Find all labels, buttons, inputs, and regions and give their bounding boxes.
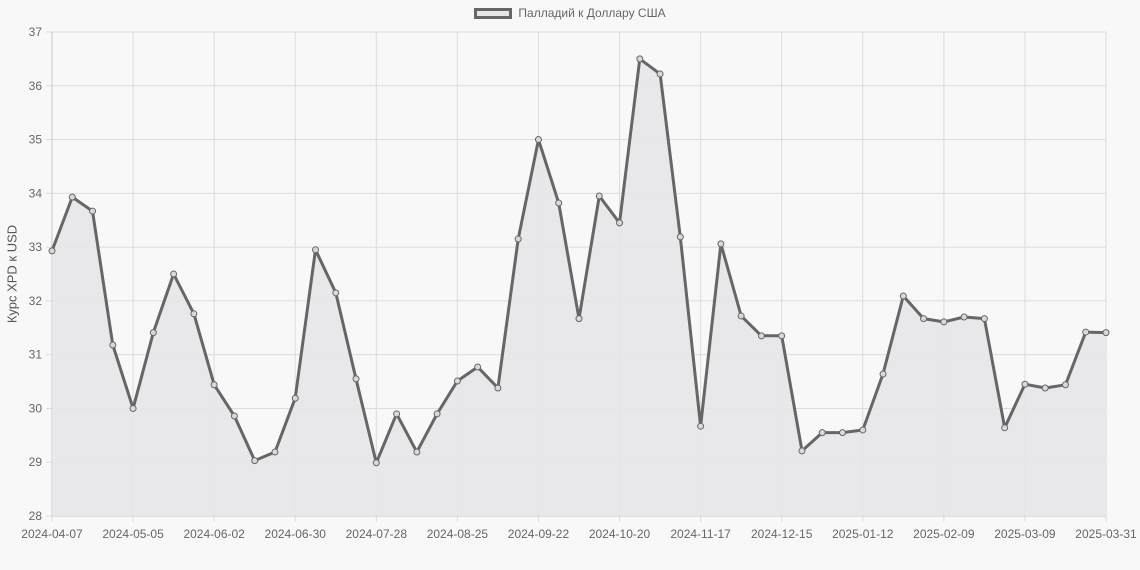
data-point [1061,381,1069,389]
x-tick-label: 2024-08-25 [427,527,489,541]
data-point [68,193,76,201]
data-point [352,375,360,383]
data-point [210,381,218,389]
data-point [149,329,157,337]
data-point [129,404,137,412]
data-point [920,315,928,323]
data-point [798,447,806,455]
x-tick-label: 2024-12-15 [751,527,813,541]
y-tick-label: 35 [29,133,43,147]
data-point [656,70,664,78]
data-point [494,384,502,392]
area-fill [52,58,1106,517]
x-tick-label: 2025-02-09 [913,527,975,541]
data-point [190,310,198,318]
x-tick-label: 2024-04-07 [21,527,83,541]
x-tick-label: 2024-05-05 [102,527,164,541]
x-tick-label: 2025-01-12 [832,527,894,541]
data-point [1001,424,1009,432]
data-point [980,315,988,323]
data-point [393,410,401,418]
data-point [291,394,299,402]
y-tick-label: 29 [29,455,43,469]
data-point [737,312,745,320]
data-point [757,332,765,340]
data-point [534,136,542,144]
x-tick-label: 2025-03-31 [1075,527,1137,541]
data-point [332,289,340,297]
data-point [818,429,826,437]
data-point [48,247,56,255]
data-point [879,370,887,378]
data-point [89,207,97,215]
legend-label: Палладий к Доллару США [518,6,666,20]
data-point [1021,380,1029,388]
data-point [251,457,259,465]
data-point [595,192,603,200]
data-point [940,318,948,326]
data-point [697,422,705,430]
data-point [960,313,968,321]
data-point [575,315,583,323]
y-tick-label: 32 [29,294,43,308]
x-tick-label: 2024-10-20 [589,527,651,541]
data-point [271,448,279,456]
chart-legend[interactable]: Палладий к Доллару США [0,6,1140,20]
y-tick-label: 36 [29,79,43,93]
x-tick-label: 2024-07-28 [346,527,408,541]
data-point [778,332,786,340]
data-point [717,240,725,248]
x-tick-label: 2024-09-22 [508,527,570,541]
x-tick-label: 2025-03-09 [994,527,1056,541]
x-tick-label: 2024-06-02 [183,527,245,541]
data-point [312,246,319,254]
data-point [453,377,461,385]
x-tick-label: 2024-06-30 [265,527,327,541]
data-point [372,459,380,467]
data-point [616,219,624,227]
data-point [230,412,238,420]
y-tick-label: 31 [29,348,43,362]
data-point [555,199,563,207]
data-point [636,55,644,63]
y-tick-label: 34 [29,186,43,200]
y-tick-label: 28 [29,509,43,523]
x-tick-label: 2024-11-17 [670,527,731,541]
data-point [433,410,441,418]
legend-swatch [474,7,513,19]
data-point [899,292,907,300]
data-point [676,233,684,241]
data-point [413,448,421,456]
data-point [1041,384,1049,392]
data-point [109,341,117,349]
data-point [859,426,867,434]
y-tick-label: 30 [29,401,43,415]
y-tick-label: 37 [29,25,43,39]
data-point [170,270,178,278]
y-tick-label: 33 [29,240,43,254]
data-point [1102,329,1110,337]
data-point [1082,328,1090,336]
data-point [474,363,482,371]
data-point [514,235,522,243]
data-point [839,429,846,437]
